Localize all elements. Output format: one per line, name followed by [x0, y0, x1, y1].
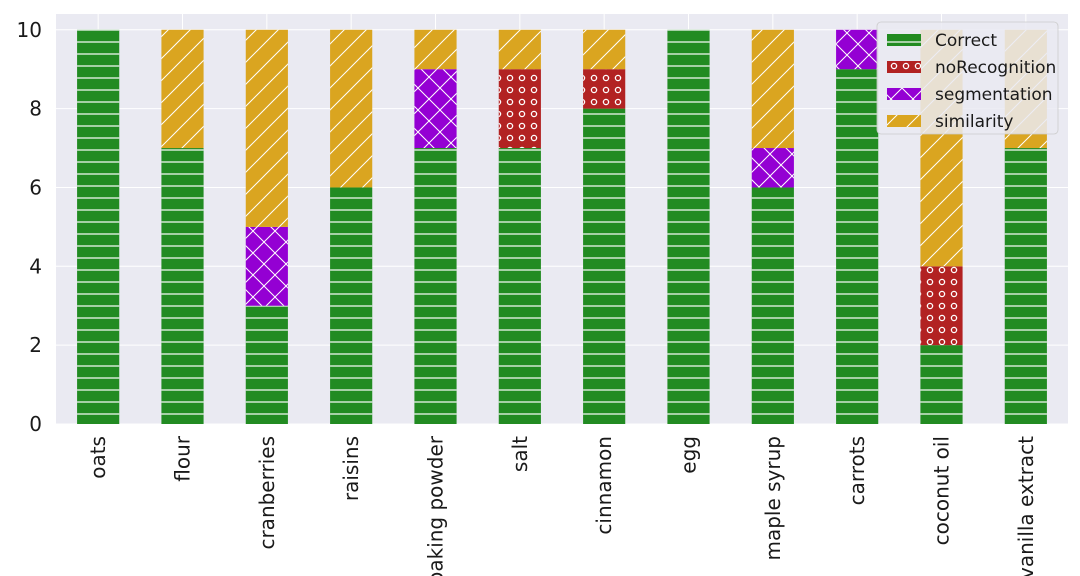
bar-hatch	[583, 69, 626, 109]
bar-salt-similarity	[498, 29, 541, 70]
bar-hatch	[414, 148, 457, 425]
bar-maple-syrup-segmentation	[751, 148, 794, 188]
bar-raisins-similarity	[330, 29, 373, 188]
bar-vanilla-extract-correct	[1004, 148, 1047, 425]
bar-hatch	[920, 345, 963, 424]
bar-carrots-correct	[836, 69, 879, 424]
bar-oats-correct	[77, 29, 120, 425]
x-tick-label-egg: egg	[677, 436, 701, 474]
bar-cinnamon-similarity	[583, 29, 626, 70]
legend-label-similarity: similarity	[935, 112, 1013, 132]
legend-label-norecognition: noRecognition	[935, 58, 1056, 78]
bar-hatch	[751, 148, 794, 188]
y-tick-label-2: 2	[29, 333, 42, 357]
y-tick-label-0: 0	[29, 412, 42, 436]
bar-hatch	[498, 148, 541, 425]
bar-cinnamon-norecognition	[583, 69, 626, 109]
bar-cranberries-segmentation	[245, 226, 288, 306]
legend-label-segmentation: segmentation	[935, 85, 1053, 105]
y-tick-label-10: 10	[17, 18, 42, 42]
legend-item-norecognition: noRecognition	[887, 58, 1056, 78]
bar-hatch	[330, 187, 373, 424]
bar-coconut-oil-correct	[920, 345, 963, 424]
legend-swatch-hatch	[887, 88, 921, 100]
legend-label-correct: Correct	[935, 31, 997, 51]
x-tick-label-oats: oats	[86, 436, 110, 479]
bar-hatch	[498, 69, 541, 149]
legend-item-similarity: similarity	[887, 112, 1013, 132]
bar-hatch	[77, 29, 120, 425]
bar-cinnamon-correct	[583, 108, 626, 424]
legend-swatch-hatch	[887, 115, 921, 127]
legend-swatch-hatch	[887, 61, 921, 73]
bar-hatch	[920, 266, 963, 346]
bar-hatch	[245, 29, 288, 227]
bar-hatch	[414, 69, 457, 149]
y-tick-label-6: 6	[29, 175, 42, 199]
bar-maple-syrup-similarity	[751, 29, 794, 149]
bar-salt-norecognition	[498, 69, 541, 149]
y-tick-label-8: 8	[29, 97, 42, 121]
bar-hatch	[161, 29, 204, 149]
bar-carrots-segmentation	[836, 29, 879, 70]
bar-hatch	[498, 29, 541, 70]
x-tick-label-cinnamon: cinnamon	[592, 436, 616, 535]
bar-cranberries-similarity	[245, 29, 288, 227]
bar-baking-powder-correct	[414, 148, 457, 425]
bar-hatch	[414, 29, 457, 70]
bar-flour-correct	[161, 148, 204, 425]
bar-hatch	[245, 305, 288, 424]
legend-item-correct: Correct	[887, 31, 997, 51]
bar-hatch	[667, 29, 710, 425]
legend-box	[876, 21, 1059, 135]
bar-raisins-correct	[330, 187, 373, 424]
bar-hatch	[836, 69, 879, 424]
bar-cranberries-correct	[245, 305, 288, 424]
y-axis: 0 2 4 6 8 10	[17, 18, 42, 436]
bar-flour-similarity	[161, 29, 204, 149]
x-axis: oats flour cranberries raisins baking powder…	[86, 435, 1038, 576]
x-tick-label-coconut-oil: coconut oil	[930, 436, 954, 545]
bar-hatch	[836, 29, 879, 70]
x-tick-label-flour: flour	[171, 435, 195, 482]
x-tick-label-raisins: raisins	[339, 436, 363, 501]
bar-hatch	[1004, 148, 1047, 425]
bar-hatch	[330, 29, 373, 188]
x-tick-label-carrots: carrots	[845, 436, 869, 505]
x-tick-label-cranberries: cranberries	[255, 436, 279, 550]
legend-item-segmentation: segmentation	[887, 85, 1053, 105]
x-tick-label-maple-syrup: maple syrup	[761, 436, 785, 561]
y-tick-label-4: 4	[29, 254, 42, 278]
bar-egg-correct	[667, 29, 710, 425]
legend-swatch-hatch	[887, 34, 921, 46]
bars	[77, 29, 1047, 425]
bar-baking-powder-segmentation	[414, 69, 457, 149]
bar-hatch	[161, 148, 204, 425]
bar-hatch	[751, 29, 794, 149]
legend: Correct noRecognition segmentation similari…	[876, 21, 1059, 135]
x-tick-label-baking-powder: baking powder	[424, 435, 448, 576]
bar-hatch	[583, 29, 626, 70]
bar-coconut-oil-norecognition	[920, 266, 963, 346]
bar-hatch	[583, 108, 626, 424]
x-tick-label-salt: salt	[508, 436, 532, 472]
bar-hatch	[245, 226, 288, 306]
bar-hatch	[751, 187, 794, 424]
x-tick-label-vanilla-extract: vanilla extract	[1014, 436, 1038, 576]
bar-maple-syrup-correct	[751, 187, 794, 424]
bar-salt-correct	[498, 148, 541, 425]
bar-baking-powder-similarity	[414, 29, 457, 70]
